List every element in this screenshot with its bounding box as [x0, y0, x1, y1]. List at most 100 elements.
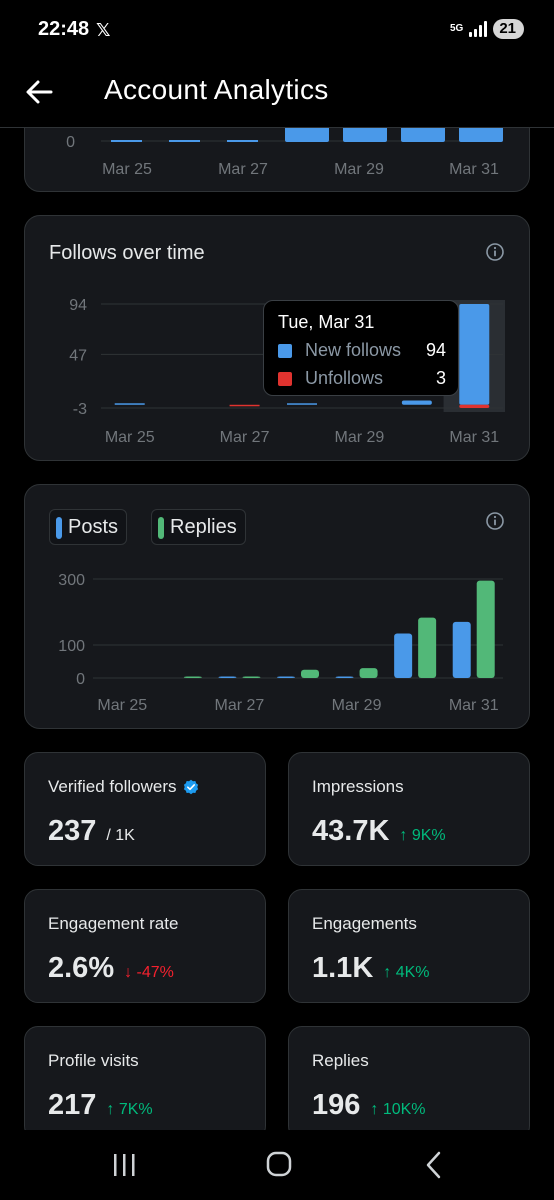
stat-card-impressions[interactable]: Impressions 43.7K ↑ 9K% [288, 752, 530, 866]
x-tick-label: Mar 27 [220, 429, 270, 446]
home-icon[interactable] [259, 1148, 299, 1182]
back-button[interactable] [20, 70, 64, 114]
x-tick-label: Mar 31 [449, 161, 499, 178]
posts-replies-chart: 300 100 0 Mar 25 Mar 27 Mar 29 Mar 31 [58, 572, 503, 714]
stat-label: Engagement rate [48, 914, 178, 934]
stat-card-engagement-rate[interactable]: Engagement rate 2.6% ↓ -47% [24, 889, 266, 1003]
chart-bar [459, 404, 490, 408]
chart-bar [111, 140, 142, 142]
stat-value: 217 [48, 1089, 97, 1121]
chart-bar [169, 140, 200, 142]
stat-card-engagements[interactable]: Engagements 1.1K ↑ 4K% [288, 889, 530, 1003]
x-tick-label: Mar 27 [215, 697, 265, 714]
stat-value: 2.6% [48, 952, 115, 984]
chart-bar [183, 676, 202, 678]
card-title: Follows over time [49, 242, 205, 264]
stat-card-verified-followers[interactable]: Verified followers 237 / 1K [24, 752, 266, 866]
chart-bar [301, 669, 319, 678]
tooltip-date: Tue, Mar 31 [278, 312, 375, 332]
verified-badge-icon [183, 779, 198, 795]
stat-label-text: Profile visits [48, 1051, 139, 1070]
x-tick-label: Mar 25 [105, 429, 155, 446]
tooltip-label: Unfollows [305, 368, 384, 388]
stat-value: 1.1K [312, 952, 374, 984]
chart-bar [218, 676, 237, 678]
page-title: Account Analytics [104, 74, 329, 105]
legend-swatch [158, 517, 164, 539]
status-time: 22:48 [38, 18, 90, 40]
posts-replies-card: Posts Replies 300 100 0 Mar 25 Mar 27 Mar 29 M… [24, 484, 530, 729]
info-icon[interactable] [485, 511, 505, 531]
stat-label: Profile visits [48, 1051, 139, 1071]
stat-label-text: Replies [312, 1051, 369, 1070]
stat-subvalue: / 1K [106, 827, 135, 844]
tooltip-label: New follows [305, 340, 402, 360]
stat-card-profile-visits[interactable]: Profile visits 217 ↑ 7K% [24, 1026, 266, 1140]
x-tick-label: Mar 25 [102, 161, 152, 178]
follows-over-time-card: Follows over time 94 47 -3 Mar 25 Mar 27 Mar … [24, 215, 530, 461]
y-tick-label: 94 [69, 297, 87, 314]
x-tick-label: Mar 31 [449, 429, 499, 446]
stat-value-row: 237 / 1K [48, 815, 135, 848]
signal-icon [469, 21, 488, 37]
battery-level: 21 [493, 19, 524, 39]
stat-value-row: 196 ↑ 10K% [312, 1089, 426, 1122]
chart-bar [459, 304, 490, 405]
x-tick-label: Mar 25 [97, 697, 147, 714]
network-type: 5G [449, 23, 464, 34]
y-tick-label: 300 [58, 572, 85, 589]
tooltip-value: 94 [425, 340, 446, 360]
stat-delta-down: ↓ -47% [124, 964, 174, 981]
recents-icon[interactable] [104, 1148, 144, 1182]
x-tick-label: Mar 29 [332, 697, 382, 714]
legend-swatch [56, 517, 62, 539]
stat-value-row: 1.1K ↑ 4K% [312, 952, 430, 985]
stat-value: 43.7K [312, 815, 390, 847]
legend-chip-posts[interactable]: Posts [49, 509, 128, 545]
chart-bar [227, 140, 258, 142]
legend-label: Posts [68, 516, 119, 538]
y-tick-label: 47 [69, 347, 87, 364]
chart-bar [418, 617, 437, 678]
status-bar: 22:48 𝕏 5G 21 [0, 0, 554, 60]
chart-tooltip: Tue, Mar 31 New follows 94 Unfollows 3 [263, 300, 459, 396]
stat-label-text: Engagement rate [48, 914, 179, 933]
stat-label-text: Impressions [312, 777, 404, 796]
legend-chip-replies[interactable]: Replies [151, 509, 246, 545]
system-nav-bar [0, 1130, 554, 1200]
y-tick-label: 0 [76, 671, 85, 688]
stat-label: Verified followers [48, 777, 199, 797]
stat-card-replies[interactable]: Replies 196 ↑ 10K% [288, 1026, 530, 1140]
stat-delta-up: ↑ 7K% [106, 1101, 153, 1118]
chart-bar [476, 580, 495, 678]
chart-bar [335, 676, 354, 678]
chart-bar [287, 403, 317, 405]
stat-value: 196 [312, 1089, 361, 1121]
x-tick-label: Mar 27 [218, 161, 268, 178]
legend-label: Replies [170, 516, 237, 538]
tooltip-row-new-follows: New follows 94 [278, 339, 446, 363]
stat-label-text: Engagements [312, 914, 417, 933]
stat-delta-up: ↑ 10K% [370, 1101, 426, 1118]
legend-swatch [278, 372, 292, 386]
stat-label: Impressions [312, 777, 404, 797]
app-header: Account Analytics [0, 60, 554, 128]
chart-bar [394, 633, 413, 678]
tooltip-row-unfollows: Unfollows 3 [278, 367, 446, 391]
x-tick-label: Mar 29 [334, 161, 384, 178]
stat-delta-up: ↑ 4K% [383, 964, 430, 981]
x-logo-icon: 𝕏 [96, 20, 111, 40]
back-icon[interactable] [414, 1148, 454, 1182]
x-tick-label: Mar 31 [449, 697, 499, 714]
x-tick-label: Mar 29 [335, 429, 385, 446]
chart-bar [452, 621, 471, 678]
stat-label: Engagements [312, 914, 417, 934]
y-tick-label: -3 [73, 401, 87, 418]
chart-bar [401, 400, 432, 405]
stat-value-row: 2.6% ↓ -47% [48, 952, 174, 985]
y-tick-label: 0 [66, 134, 75, 151]
arrow-left-icon [26, 80, 53, 104]
chart-bar [242, 676, 261, 678]
info-icon[interactable] [485, 242, 505, 262]
chart-bar [359, 668, 378, 678]
